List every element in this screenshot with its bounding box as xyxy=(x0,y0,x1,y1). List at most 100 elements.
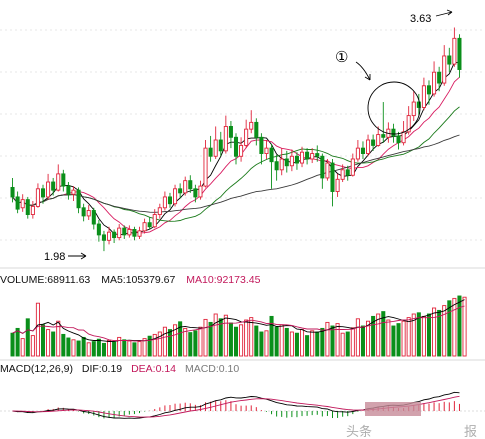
volume-bar xyxy=(15,327,20,357)
candle-body xyxy=(457,37,462,70)
candle xyxy=(66,182,71,200)
candle xyxy=(259,133,264,165)
volume-bar xyxy=(396,323,401,357)
candle xyxy=(289,149,294,172)
candle-body xyxy=(376,134,381,146)
candle xyxy=(183,176,188,196)
candle xyxy=(40,184,46,204)
volume-bar xyxy=(416,312,421,357)
candle xyxy=(101,230,106,252)
volume-bar xyxy=(193,330,198,357)
volume-bar xyxy=(61,333,66,357)
candle-body xyxy=(76,189,81,209)
candle-body xyxy=(320,155,325,179)
candle xyxy=(457,34,462,78)
candle xyxy=(208,135,213,162)
candle-body xyxy=(442,55,447,84)
ma60-line xyxy=(12,134,460,213)
volume-bar xyxy=(152,333,157,357)
volume-bar xyxy=(66,337,71,357)
volume-bar xyxy=(137,341,142,357)
low-price-label: 1.98 xyxy=(44,251,65,263)
volume-bar xyxy=(40,324,46,357)
candle-body xyxy=(254,121,259,138)
candle-body xyxy=(269,147,274,163)
candle-body xyxy=(371,139,376,146)
volume-bar xyxy=(96,338,101,357)
volume-bar xyxy=(178,321,183,357)
volume-bar xyxy=(157,331,162,357)
candle xyxy=(10,177,15,203)
volume-bar xyxy=(259,331,264,357)
candle-body xyxy=(325,162,330,179)
candle-body xyxy=(396,135,401,144)
volume-bar xyxy=(132,342,137,357)
candle xyxy=(350,153,355,177)
candle-body xyxy=(233,136,239,157)
volume-bars xyxy=(10,295,467,357)
candle xyxy=(345,165,350,181)
candle xyxy=(142,218,147,234)
candle xyxy=(91,207,96,230)
candle xyxy=(203,140,208,188)
volume-bar xyxy=(310,330,315,357)
candle xyxy=(61,169,66,192)
candle-body xyxy=(228,125,233,138)
candle-body xyxy=(223,125,228,152)
candle-body xyxy=(249,121,254,130)
candle-body xyxy=(137,230,142,237)
candle xyxy=(239,137,244,162)
candle xyxy=(112,229,117,244)
candle xyxy=(244,119,249,149)
volume-bar xyxy=(51,331,56,357)
candle-body xyxy=(340,169,345,180)
volume-bar xyxy=(167,329,173,357)
candle-body xyxy=(406,115,411,133)
candle-body xyxy=(56,173,61,191)
candle-body xyxy=(345,169,350,176)
candle-body xyxy=(15,196,20,210)
candle xyxy=(411,91,416,122)
candle-body xyxy=(91,210,96,225)
candle xyxy=(325,158,330,181)
candlestick-series xyxy=(10,27,462,252)
candle-body xyxy=(315,153,320,157)
candle-body xyxy=(188,180,193,190)
volume-bar xyxy=(340,332,345,357)
candle xyxy=(86,205,91,220)
volume-bar xyxy=(360,325,365,357)
volume-bar xyxy=(218,318,223,357)
volume-bar xyxy=(233,326,239,357)
volume-bar xyxy=(269,315,274,357)
candle-body xyxy=(152,214,157,228)
candle xyxy=(421,77,426,111)
candle xyxy=(396,131,401,150)
volume-bar xyxy=(203,318,208,357)
high-annotation: 3.63 xyxy=(410,9,453,25)
marker-arrow-icon xyxy=(355,61,371,81)
watermark-right: 报 xyxy=(464,425,477,439)
marker-annotation: ① xyxy=(335,48,421,135)
volume-bar xyxy=(335,323,340,357)
candle-body xyxy=(35,188,40,207)
candle xyxy=(442,45,447,86)
candle xyxy=(117,224,122,241)
volume-bar xyxy=(107,339,112,357)
volume-bar xyxy=(447,300,452,357)
candle xyxy=(269,144,274,189)
candle xyxy=(137,226,142,239)
candle xyxy=(452,27,457,67)
candle-body xyxy=(426,85,432,95)
marker-arrowhead-icon xyxy=(364,74,371,81)
candle-body xyxy=(264,147,269,155)
candle xyxy=(254,118,259,146)
candle-body xyxy=(107,231,112,241)
candle xyxy=(437,66,442,92)
candle xyxy=(416,93,421,116)
candle xyxy=(305,148,310,165)
volume-bar xyxy=(228,322,233,357)
volume-bar xyxy=(355,318,360,357)
low-annotation: 1.98 xyxy=(44,251,87,263)
volume-bar xyxy=(183,327,188,357)
candle xyxy=(299,146,305,168)
